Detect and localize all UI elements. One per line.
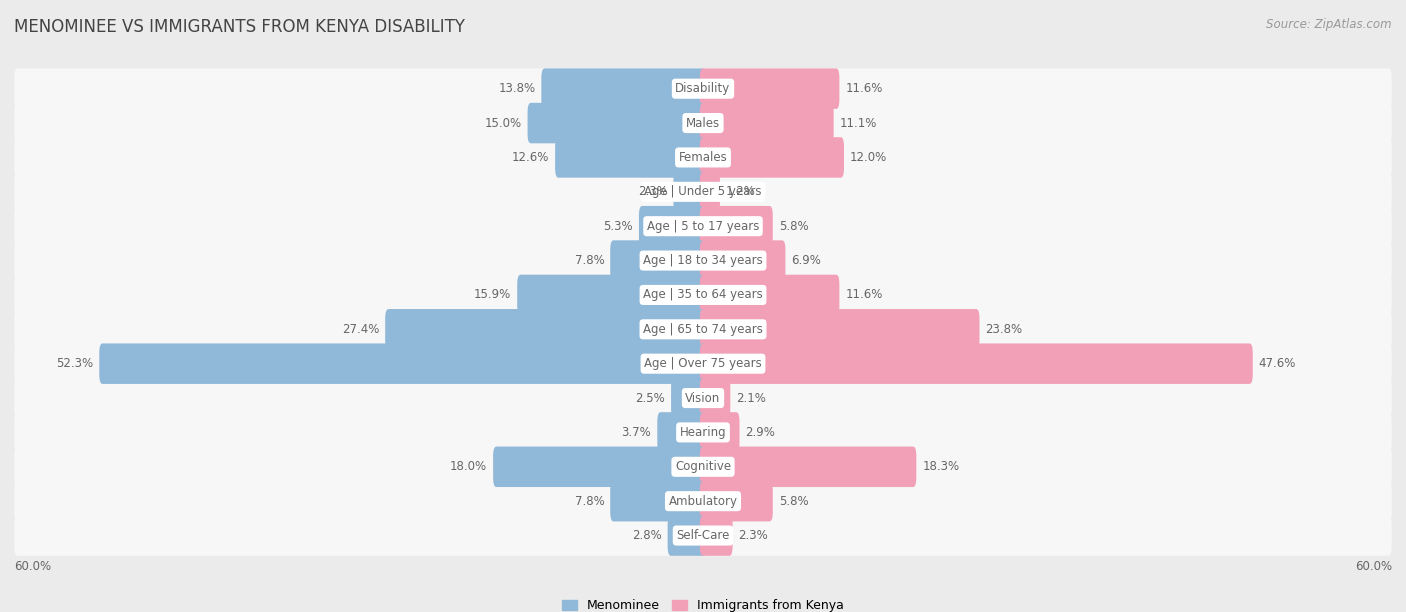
- Text: 15.0%: 15.0%: [485, 116, 522, 130]
- Text: 60.0%: 60.0%: [1355, 561, 1392, 573]
- FancyBboxPatch shape: [14, 275, 1392, 315]
- FancyBboxPatch shape: [700, 69, 839, 109]
- Text: Age | 35 to 64 years: Age | 35 to 64 years: [643, 288, 763, 302]
- Text: Self-Care: Self-Care: [676, 529, 730, 542]
- FancyBboxPatch shape: [700, 412, 740, 453]
- FancyBboxPatch shape: [700, 206, 773, 247]
- Text: 2.9%: 2.9%: [745, 426, 775, 439]
- FancyBboxPatch shape: [14, 69, 1392, 109]
- Text: 18.0%: 18.0%: [450, 460, 486, 473]
- Text: 2.3%: 2.3%: [738, 529, 768, 542]
- Text: 47.6%: 47.6%: [1258, 357, 1296, 370]
- FancyBboxPatch shape: [700, 515, 733, 556]
- FancyBboxPatch shape: [517, 275, 706, 315]
- Text: 12.0%: 12.0%: [851, 151, 887, 164]
- Text: 5.8%: 5.8%: [779, 494, 808, 508]
- Text: Cognitive: Cognitive: [675, 460, 731, 473]
- FancyBboxPatch shape: [700, 378, 730, 418]
- Text: 2.1%: 2.1%: [737, 392, 766, 405]
- FancyBboxPatch shape: [700, 171, 720, 212]
- FancyBboxPatch shape: [700, 343, 1253, 384]
- FancyBboxPatch shape: [14, 412, 1392, 453]
- Text: Males: Males: [686, 116, 720, 130]
- Text: 7.8%: 7.8%: [575, 494, 605, 508]
- Text: 60.0%: 60.0%: [14, 561, 51, 573]
- FancyBboxPatch shape: [494, 447, 706, 487]
- FancyBboxPatch shape: [14, 515, 1392, 556]
- Text: Source: ZipAtlas.com: Source: ZipAtlas.com: [1267, 18, 1392, 31]
- Text: Females: Females: [679, 151, 727, 164]
- Text: 6.9%: 6.9%: [792, 254, 821, 267]
- Text: Age | 18 to 34 years: Age | 18 to 34 years: [643, 254, 763, 267]
- Text: 11.6%: 11.6%: [845, 288, 883, 302]
- FancyBboxPatch shape: [385, 309, 706, 349]
- Text: 18.3%: 18.3%: [922, 460, 959, 473]
- FancyBboxPatch shape: [555, 137, 706, 177]
- Text: Age | 65 to 74 years: Age | 65 to 74 years: [643, 323, 763, 336]
- FancyBboxPatch shape: [700, 103, 834, 143]
- FancyBboxPatch shape: [610, 481, 706, 521]
- FancyBboxPatch shape: [14, 137, 1392, 177]
- Text: 1.2%: 1.2%: [725, 185, 756, 198]
- FancyBboxPatch shape: [638, 206, 706, 247]
- Text: 13.8%: 13.8%: [498, 82, 536, 95]
- Text: 23.8%: 23.8%: [986, 323, 1022, 336]
- Text: 11.6%: 11.6%: [845, 82, 883, 95]
- FancyBboxPatch shape: [700, 241, 786, 281]
- FancyBboxPatch shape: [14, 309, 1392, 349]
- Text: Disability: Disability: [675, 82, 731, 95]
- FancyBboxPatch shape: [700, 309, 980, 349]
- Text: Vision: Vision: [685, 392, 721, 405]
- Text: 3.7%: 3.7%: [621, 426, 651, 439]
- Text: Ambulatory: Ambulatory: [668, 494, 738, 508]
- Text: Age | Under 5 years: Age | Under 5 years: [644, 185, 762, 198]
- Text: 7.8%: 7.8%: [575, 254, 605, 267]
- FancyBboxPatch shape: [14, 171, 1392, 212]
- FancyBboxPatch shape: [700, 447, 917, 487]
- FancyBboxPatch shape: [14, 206, 1392, 247]
- Text: 2.8%: 2.8%: [631, 529, 662, 542]
- Text: 12.6%: 12.6%: [512, 151, 550, 164]
- Text: 2.5%: 2.5%: [636, 392, 665, 405]
- Text: MENOMINEE VS IMMIGRANTS FROM KENYA DISABILITY: MENOMINEE VS IMMIGRANTS FROM KENYA DISAB…: [14, 18, 465, 36]
- Text: 11.1%: 11.1%: [839, 116, 877, 130]
- FancyBboxPatch shape: [527, 103, 706, 143]
- Text: 15.9%: 15.9%: [474, 288, 512, 302]
- FancyBboxPatch shape: [671, 378, 706, 418]
- FancyBboxPatch shape: [700, 481, 773, 521]
- FancyBboxPatch shape: [14, 103, 1392, 143]
- FancyBboxPatch shape: [700, 137, 844, 177]
- Text: 5.8%: 5.8%: [779, 220, 808, 233]
- FancyBboxPatch shape: [14, 378, 1392, 418]
- Text: 52.3%: 52.3%: [56, 357, 93, 370]
- FancyBboxPatch shape: [100, 343, 706, 384]
- FancyBboxPatch shape: [700, 275, 839, 315]
- FancyBboxPatch shape: [610, 241, 706, 281]
- FancyBboxPatch shape: [14, 241, 1392, 281]
- FancyBboxPatch shape: [673, 171, 706, 212]
- Text: Age | Over 75 years: Age | Over 75 years: [644, 357, 762, 370]
- Legend: Menominee, Immigrants from Kenya: Menominee, Immigrants from Kenya: [557, 594, 849, 612]
- FancyBboxPatch shape: [14, 447, 1392, 487]
- Text: 5.3%: 5.3%: [603, 220, 633, 233]
- FancyBboxPatch shape: [14, 481, 1392, 521]
- Text: 2.3%: 2.3%: [638, 185, 668, 198]
- FancyBboxPatch shape: [668, 515, 706, 556]
- FancyBboxPatch shape: [658, 412, 706, 453]
- Text: Hearing: Hearing: [679, 426, 727, 439]
- Text: 27.4%: 27.4%: [342, 323, 380, 336]
- FancyBboxPatch shape: [541, 69, 706, 109]
- Text: Age | 5 to 17 years: Age | 5 to 17 years: [647, 220, 759, 233]
- FancyBboxPatch shape: [14, 343, 1392, 384]
